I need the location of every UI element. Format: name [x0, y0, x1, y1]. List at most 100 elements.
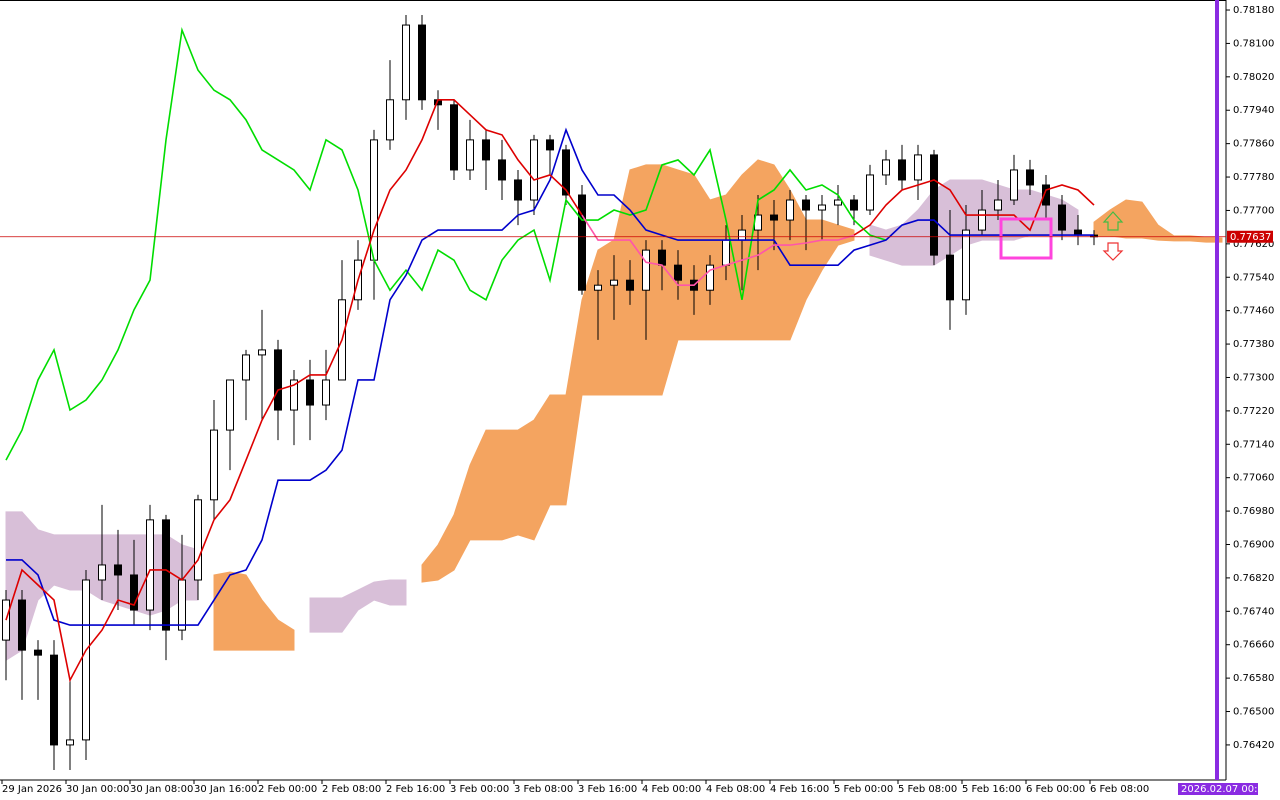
candle-body	[642, 249, 650, 291]
candle-body	[290, 379, 298, 411]
line-layer	[5, 26, 1095, 683]
highlight-box	[999, 217, 1053, 260]
candle-body	[610, 279, 618, 286]
candle-body	[322, 379, 330, 406]
current-price-label: 0.77637	[1230, 232, 1271, 243]
y-tick-label: 0.77860	[1233, 139, 1274, 150]
candle-body	[530, 139, 538, 201]
candle-body	[82, 579, 90, 741]
candle-body	[274, 349, 282, 411]
x-tick-label: 2 Feb 08:00	[322, 784, 381, 795]
y-tick-label: 0.77220	[1233, 406, 1274, 417]
candle-body	[178, 579, 186, 631]
candle-body	[930, 154, 938, 256]
candle-body	[626, 279, 634, 291]
candle-body	[914, 154, 922, 181]
candle-body	[802, 199, 810, 211]
candle-body	[578, 194, 586, 291]
candle-body	[738, 229, 746, 241]
y-tick-label: 0.78180	[1233, 5, 1274, 16]
x-tick-label: 30 Jan 00:00	[66, 784, 129, 795]
x-tick-label: 30 Jan 08:00	[130, 784, 193, 795]
candle-body	[722, 239, 730, 266]
candle-body	[866, 174, 874, 211]
x-tick-label: 6 Feb 08:00	[1090, 784, 1149, 795]
candle-body	[370, 139, 378, 261]
y-tick-label: 0.76980	[1233, 506, 1274, 517]
y-tick-label: 0.77060	[1233, 473, 1274, 484]
x-tick-label: 2 Feb 16:00	[386, 784, 445, 795]
indicator-line	[5, 26, 887, 461]
candle-layer	[2, 15, 1098, 770]
time-marker-label: 2026.02.07 00:00	[1181, 784, 1270, 795]
y-tick-label: 0.77140	[1233, 439, 1274, 450]
y-tick-label: 0.76740	[1233, 606, 1274, 617]
candle-body	[34, 649, 42, 656]
candle-body	[946, 254, 954, 301]
candle-body	[210, 429, 218, 501]
x-tick-label: 2 Feb 00:00	[258, 784, 317, 795]
y-tick-label: 0.77620	[1233, 239, 1274, 250]
candle-body	[658, 249, 666, 266]
candle-body	[258, 349, 266, 356]
candle-body	[850, 199, 858, 211]
up-arrow	[1102, 211, 1124, 231]
y-tick-label: 0.77380	[1233, 339, 1274, 350]
x-tick-label: 6 Feb 00:00	[1026, 784, 1085, 795]
candle-body	[146, 519, 154, 611]
cloud	[309, 579, 407, 633]
candle-body	[994, 199, 1002, 211]
candle-body	[498, 159, 506, 181]
candle-body	[386, 99, 394, 141]
candle-body	[130, 574, 138, 611]
current-price-box	[1227, 230, 1273, 243]
candle-body	[962, 229, 970, 301]
candle-body	[882, 159, 890, 176]
y-tick-label: 0.76820	[1233, 573, 1274, 584]
candle-body	[562, 149, 570, 196]
y-tick-label: 0.76420	[1233, 740, 1274, 751]
y-tick-label: 0.77780	[1233, 172, 1274, 183]
time-marker-line	[1215, 0, 1219, 780]
x-tick-label: 3 Feb 00:00	[450, 784, 509, 795]
candle-body	[514, 179, 522, 201]
candle-body	[66, 739, 74, 746]
candle-body	[418, 24, 426, 101]
candle-body	[50, 654, 58, 746]
candle-body	[770, 214, 778, 221]
x-tick-label: 4 Feb 08:00	[706, 784, 765, 795]
candle-body	[1026, 169, 1034, 186]
candle-body	[594, 284, 602, 291]
cloud	[213, 571, 295, 651]
y-tick-label: 0.76580	[1233, 673, 1274, 684]
x-tick-label: 5 Feb 16:00	[962, 784, 1021, 795]
candle-body	[162, 519, 170, 631]
y-tick-label: 0.77300	[1233, 372, 1274, 383]
candle-body	[786, 199, 794, 221]
x-tick-label: 30 Jan 16:00	[194, 784, 257, 795]
candle-body	[306, 379, 314, 406]
candle-body	[114, 564, 122, 576]
y-tick-label: 0.76660	[1233, 640, 1274, 651]
x-tick-label: 3 Feb 16:00	[578, 784, 637, 795]
candle-body	[242, 354, 250, 381]
candle-body	[834, 199, 842, 206]
candle-body	[450, 104, 458, 171]
candle-body	[226, 379, 234, 431]
candle-body	[1010, 169, 1018, 201]
cloud	[421, 159, 855, 583]
candle-body	[402, 24, 410, 101]
down-arrow	[1102, 242, 1124, 261]
candle-body	[1042, 184, 1050, 206]
x-tick-label: 3 Feb 08:00	[514, 784, 573, 795]
candle-body	[674, 264, 682, 281]
candle-body	[98, 564, 106, 581]
candle-body	[978, 209, 986, 231]
indicator-line	[6, 127, 1094, 626]
candle-body	[898, 159, 906, 181]
x-tick-label: 5 Feb 08:00	[898, 784, 957, 795]
candle-body	[818, 204, 826, 211]
candle-body	[482, 139, 490, 161]
candle-body	[546, 139, 554, 151]
